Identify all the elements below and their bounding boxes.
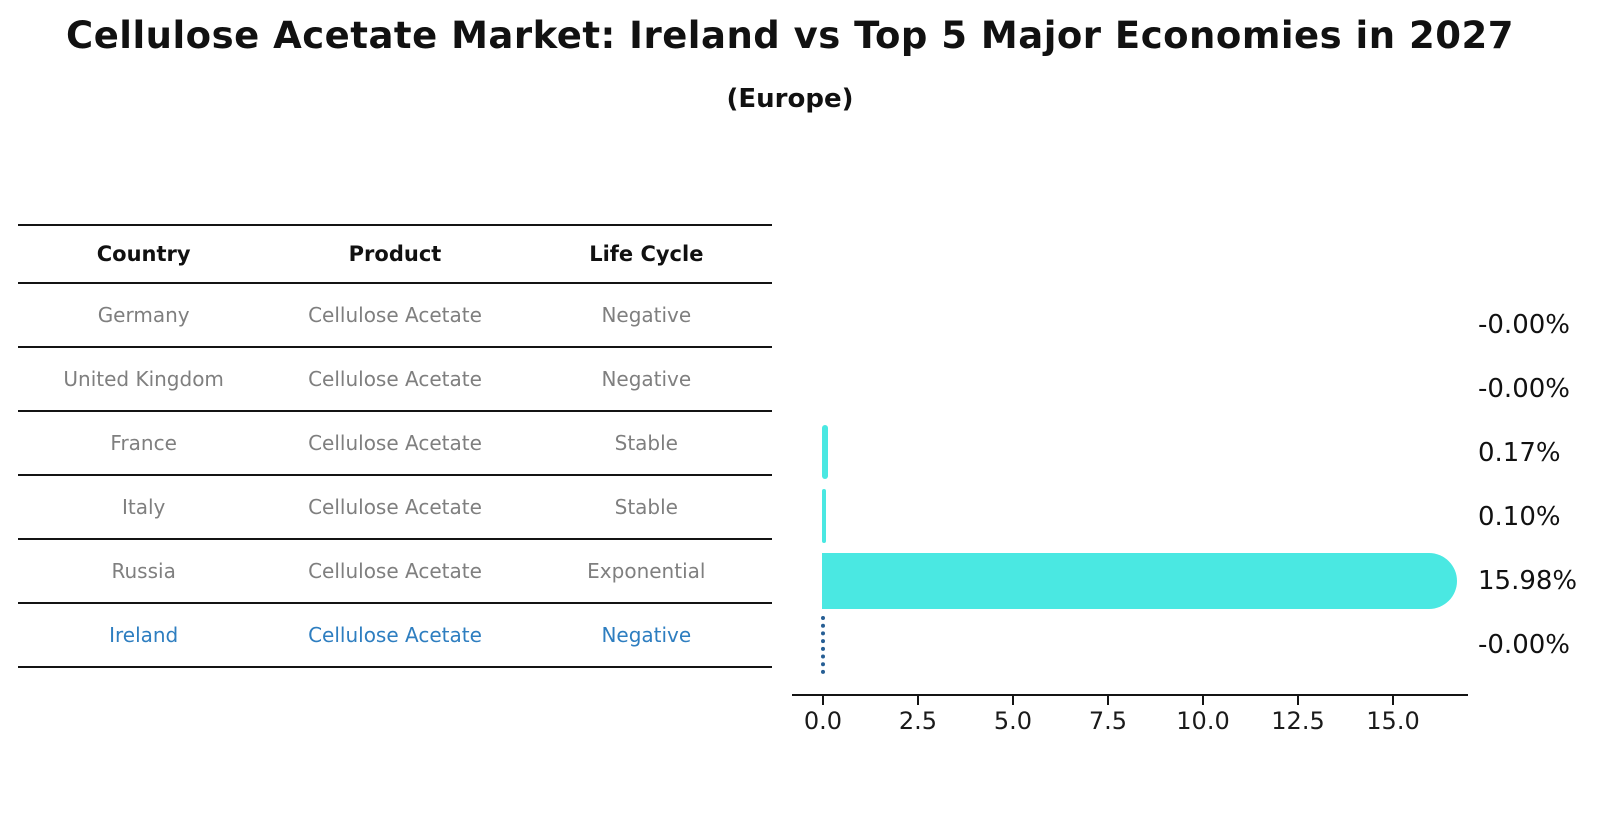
chart-title: Cellulose Acetate Market: Ireland vs Top… xyxy=(66,14,1514,57)
bar-france xyxy=(822,425,829,479)
cell-life-cycle: Stable xyxy=(614,431,678,455)
value-label-germany: -0.00% xyxy=(1478,310,1570,340)
cell-life-cycle: Negative xyxy=(601,303,692,327)
chart-subtitle: (Europe) xyxy=(726,84,854,114)
table-row: France Cellulose Acetate Stable xyxy=(18,412,772,476)
x-tick xyxy=(1202,696,1204,705)
cell-life-cycle: Negative xyxy=(601,623,692,647)
table-row: Italy Cellulose Acetate Stable xyxy=(18,476,772,540)
bar-italy xyxy=(822,489,826,543)
cell-product: Cellulose Acetate xyxy=(308,495,482,519)
cell-country: Italy xyxy=(121,495,166,519)
table-row: Germany Cellulose Acetate Negative xyxy=(18,284,772,348)
cell-country: United Kingdom xyxy=(63,367,224,391)
value-label-russia: 15.98% xyxy=(1478,566,1578,596)
cell-product: Cellulose Acetate xyxy=(308,559,482,583)
cell-product: Cellulose Acetate xyxy=(308,431,482,455)
bar-russia xyxy=(822,553,1458,609)
x-tick xyxy=(1107,696,1109,705)
cell-product: Cellulose Acetate xyxy=(308,623,482,647)
value-label-italy: 0.10% xyxy=(1478,502,1561,532)
x-tick xyxy=(1392,696,1394,705)
x-tick xyxy=(1297,696,1299,705)
cell-life-cycle: Negative xyxy=(601,367,692,391)
cell-country: Ireland xyxy=(109,623,179,647)
table-row: Russia Cellulose Acetate Exponential xyxy=(18,540,772,604)
x-tick-label: 2.5 xyxy=(898,707,938,735)
table-row: United Kingdom Cellulose Acetate Negativ… xyxy=(18,348,772,412)
x-tick xyxy=(822,696,824,705)
x-tick-label: 7.5 xyxy=(1088,707,1128,735)
cell-country: France xyxy=(110,431,177,455)
x-axis-line xyxy=(792,694,1468,696)
cell-life-cycle: Exponential xyxy=(587,559,706,583)
x-tick-label: 15.0 xyxy=(1366,707,1420,735)
cell-country: Germany xyxy=(97,303,190,327)
value-label-united-kingdom: -0.00% xyxy=(1478,374,1570,404)
cell-product: Cellulose Acetate xyxy=(308,303,482,327)
table-row-ireland: Ireland Cellulose Acetate Negative xyxy=(18,604,772,668)
header-product: Product xyxy=(348,242,442,266)
x-tick-label: 0.0 xyxy=(803,707,843,735)
country-table: Country Product Life Cycle Germany Cellu… xyxy=(18,224,772,668)
cell-life-cycle: Stable xyxy=(614,495,678,519)
cell-product: Cellulose Acetate xyxy=(308,367,482,391)
value-label-france: 0.17% xyxy=(1478,438,1561,468)
cell-country: Russia xyxy=(111,559,176,583)
ireland-zero-bar xyxy=(821,616,825,674)
x-tick xyxy=(1012,696,1014,705)
header-life-cycle: Life Cycle xyxy=(589,242,704,266)
value-label-ireland: -0.00% xyxy=(1478,630,1570,660)
x-tick-label: 10.0 xyxy=(1176,707,1230,735)
header-country: Country xyxy=(96,242,191,266)
table-header-row: Country Product Life Cycle xyxy=(18,226,772,284)
x-tick-label: 12.5 xyxy=(1271,707,1325,735)
x-tick-label: 5.0 xyxy=(993,707,1033,735)
x-tick xyxy=(917,696,919,705)
